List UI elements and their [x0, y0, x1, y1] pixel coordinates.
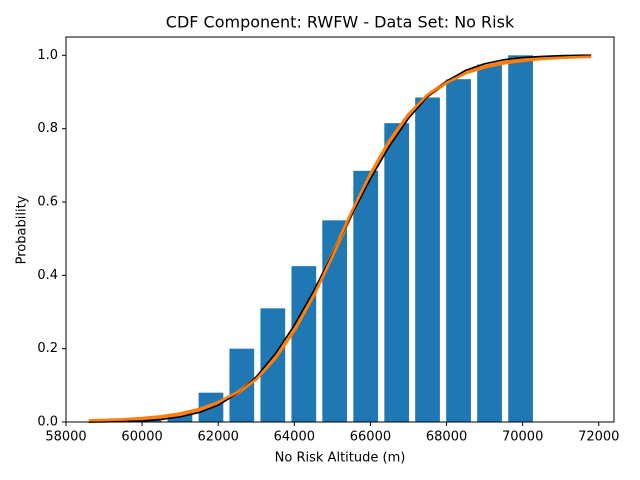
bar — [291, 266, 317, 422]
x-axis-label: No Risk Altitude (m) — [275, 451, 406, 466]
bar — [260, 308, 286, 422]
y-tick-label: 0.2 — [37, 341, 58, 356]
x-tick-label: 64000 — [274, 430, 315, 445]
chart-title: CDF Component: RWFW - Data Set: No Risk — [166, 13, 515, 32]
y-tick-label: 0.6 — [37, 195, 58, 210]
x-tick-label: 70000 — [502, 430, 543, 445]
bar — [167, 414, 193, 422]
y-tick-label: 1.0 — [37, 48, 58, 63]
bar — [384, 123, 410, 423]
y-axis-label: Probability — [15, 195, 30, 264]
bar — [508, 55, 533, 422]
bar — [415, 97, 440, 422]
bar — [353, 170, 379, 422]
bar — [477, 64, 502, 422]
y-tick-label: 0.4 — [37, 268, 58, 283]
y-tick-label: 0.8 — [37, 121, 58, 136]
x-tick-label: 62000 — [198, 430, 239, 445]
x-tick-label: 68000 — [426, 430, 467, 445]
x-tick-label: 60000 — [121, 430, 162, 445]
plot-frame — [65, 36, 615, 423]
x-tick-label: 66000 — [350, 430, 391, 445]
cdf-line — [88, 55, 592, 422]
y-tick-label: 0.0 — [37, 415, 58, 430]
x-tick-label: 72000 — [578, 430, 619, 445]
bar — [446, 79, 471, 423]
x-tick-label: 58000 — [45, 430, 86, 445]
